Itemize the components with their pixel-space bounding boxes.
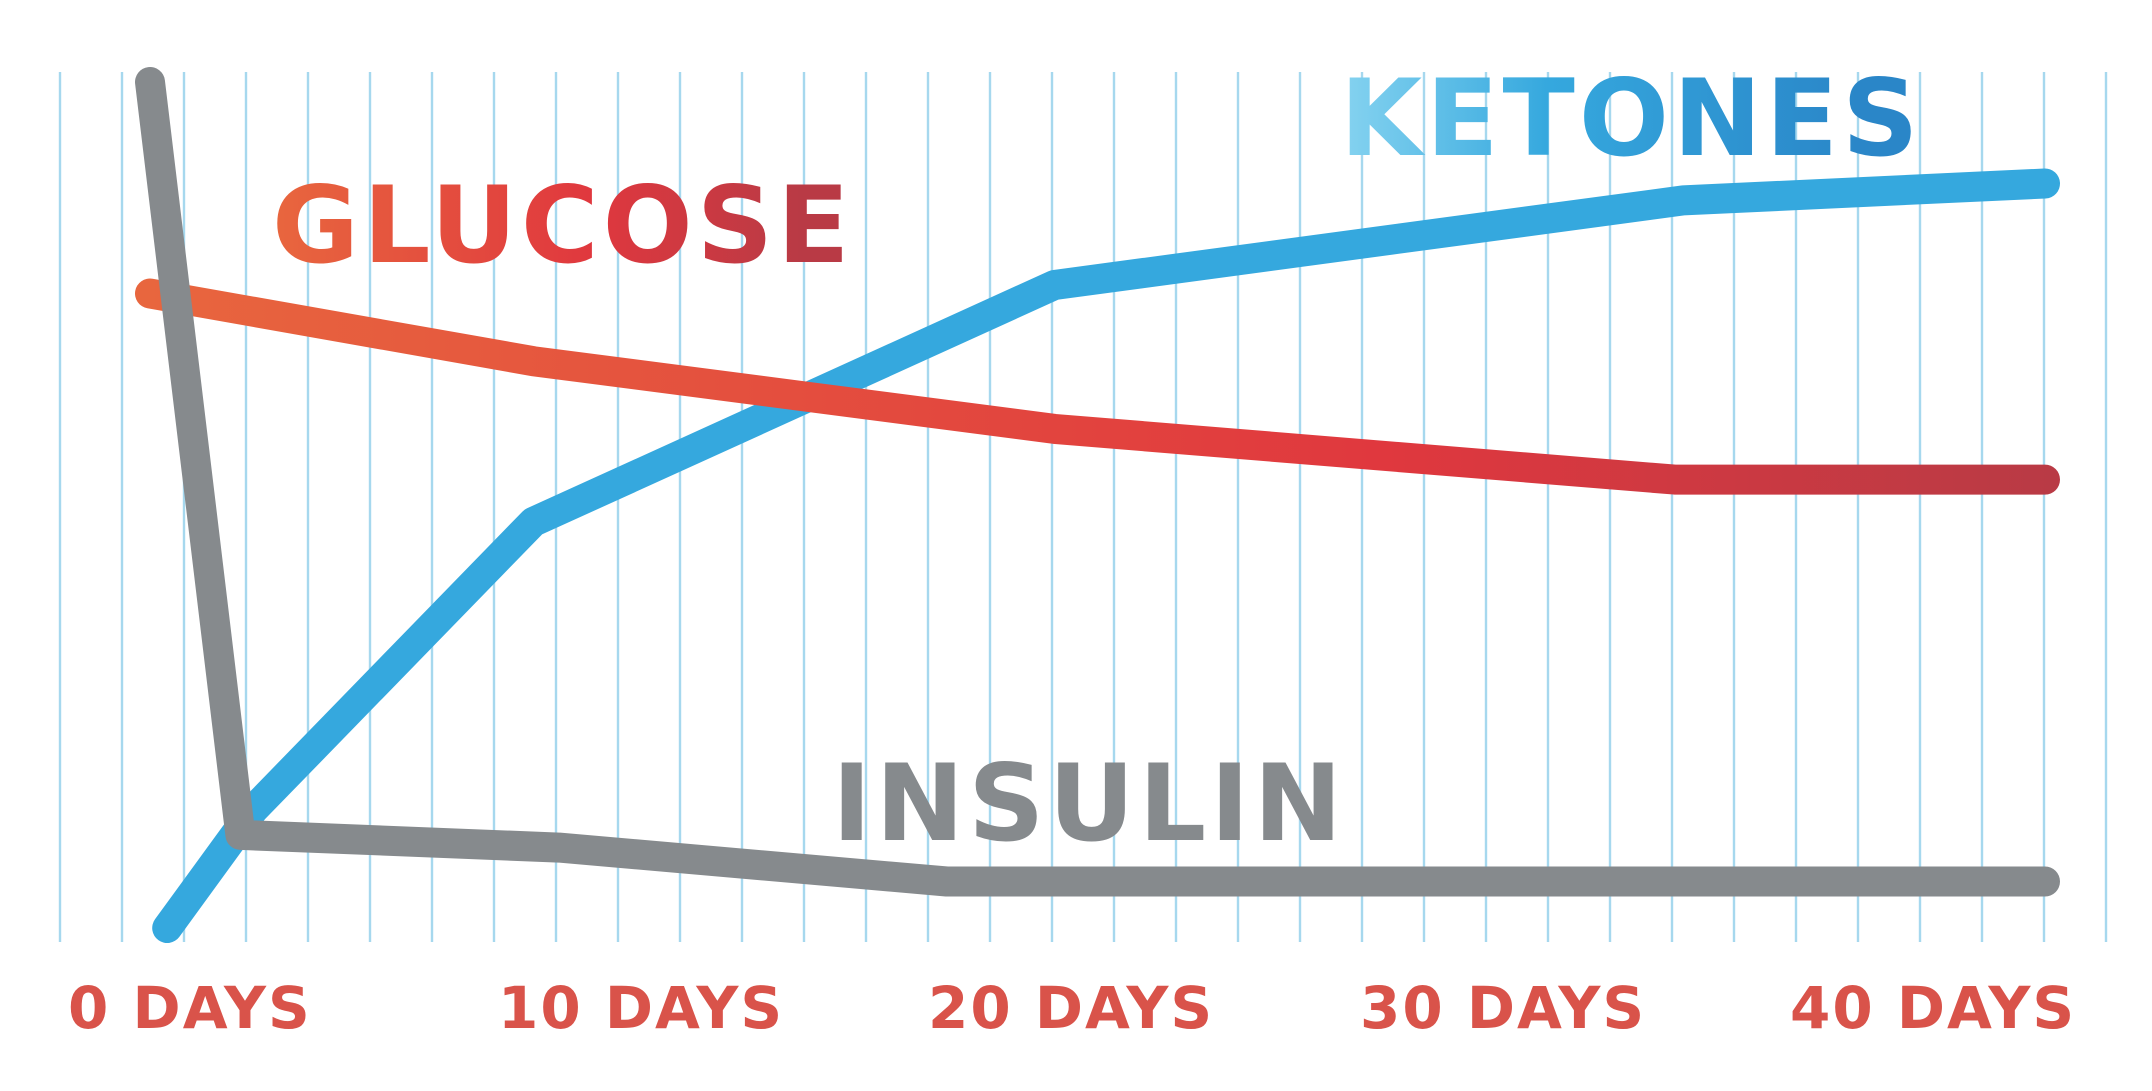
x-tick-label: 40 DAYS: [1790, 974, 2076, 1042]
x-tick-label: 30 DAYS: [1360, 974, 1646, 1042]
series-line-glucose: [135, 278, 2060, 495]
x-axis-ticks: 0 DAYS 10 DAYS 20 DAYS 30 DAYS 40 DAYS: [68, 974, 2076, 1042]
x-tick-label: 10 DAYS: [498, 974, 784, 1042]
vertical-grid: [58, 72, 2108, 942]
x-tick-label: 0 DAYS: [68, 974, 312, 1042]
series-labels: KETONES GLUCOSE INSULIN: [272, 57, 1922, 865]
series-line-insulin: [135, 67, 2060, 897]
x-tick-label: 20 DAYS: [928, 974, 1214, 1042]
series-label-insulin: INSULIN: [832, 742, 1346, 865]
series-label-glucose: GLUCOSE: [272, 164, 854, 287]
series-lines: [135, 67, 2060, 943]
series-label-ketones: KETONES: [1340, 57, 1922, 180]
